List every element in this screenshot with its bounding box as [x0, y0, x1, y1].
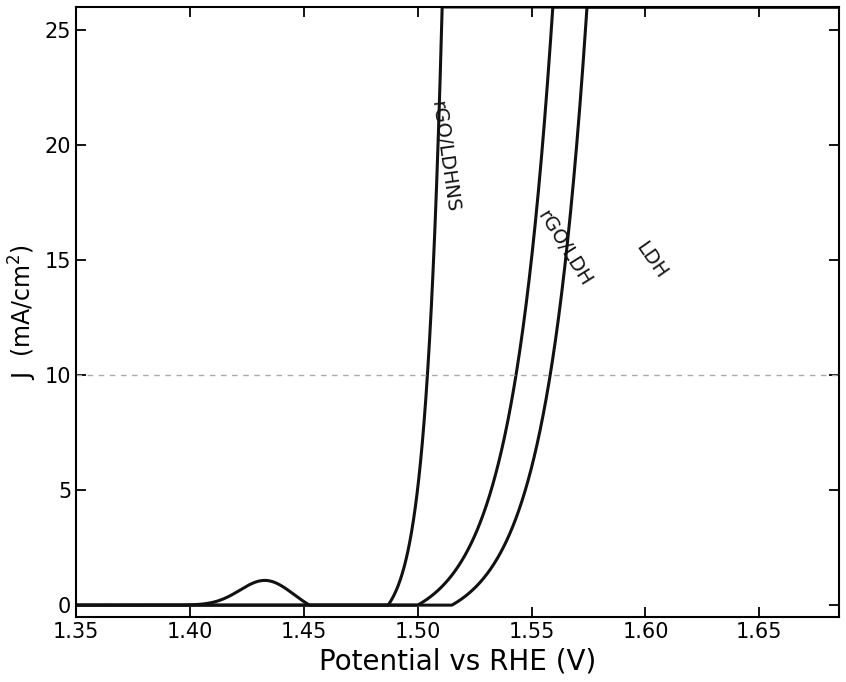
- X-axis label: Potential vs RHE (V): Potential vs RHE (V): [319, 647, 596, 675]
- Text: rGO/LDH: rGO/LDH: [534, 207, 596, 290]
- Text: rGO/LDHNS: rGO/LDHNS: [427, 100, 461, 213]
- Y-axis label: J  (mA/cm$^2$): J (mA/cm$^2$): [7, 243, 39, 380]
- Text: LDH: LDH: [632, 238, 670, 282]
